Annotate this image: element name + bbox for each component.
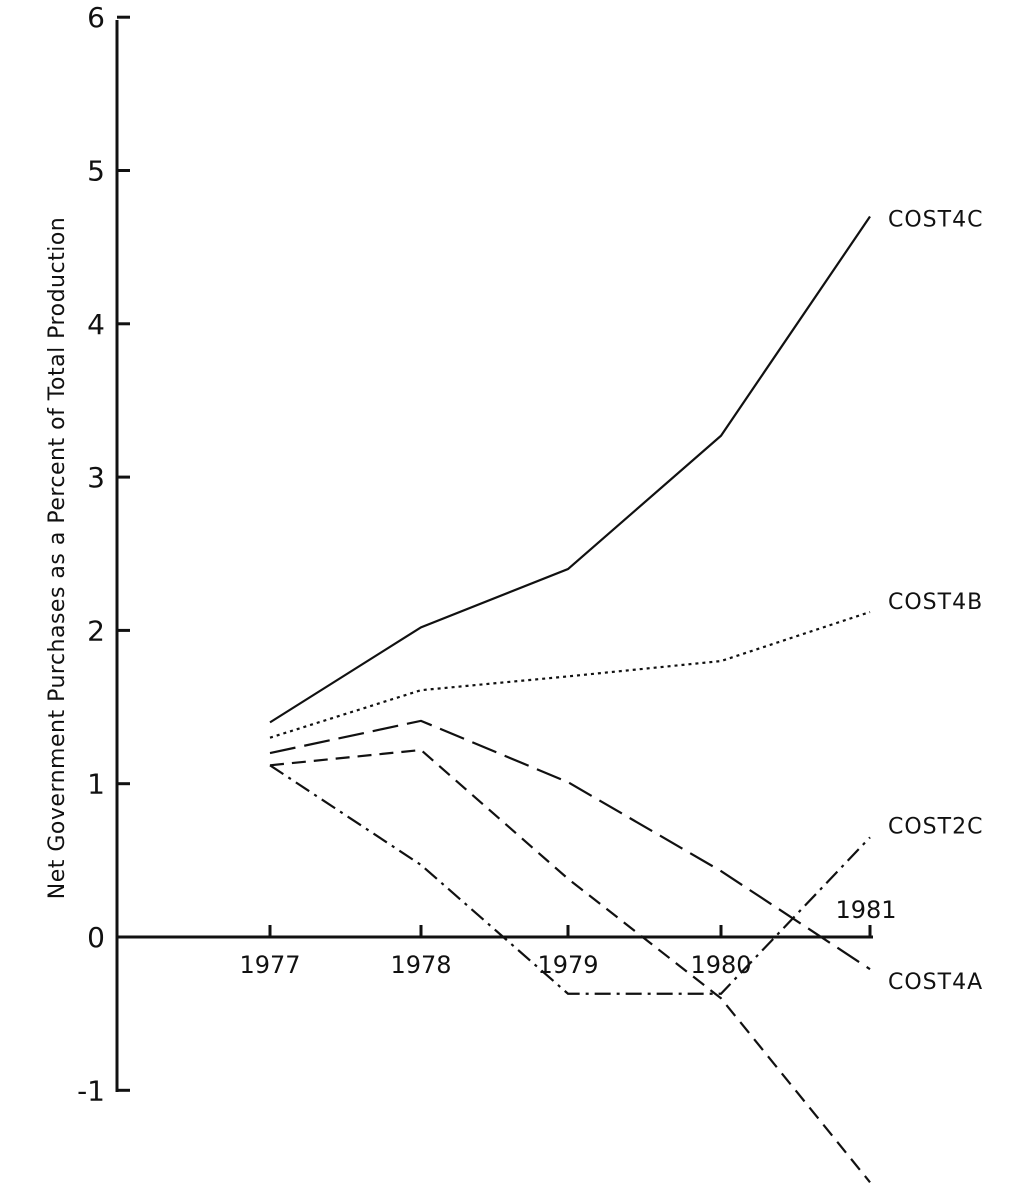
y-tick-label: 6 <box>87 1 105 34</box>
x-axis-ticks: 1977 1978 1979 1980 1981 <box>239 896 896 979</box>
y-tick-label: 1 <box>87 768 105 801</box>
y-axis-ticks: -1 0 1 2 3 4 5 6 <box>77 1 130 1107</box>
y-tick-label: -1 <box>77 1074 105 1107</box>
series-labels: COST4CCOST4BCOST4ACOST4COST2C <box>888 207 983 1184</box>
series-label-cost4b: COST4B <box>888 590 983 615</box>
series-label-cost2c: COST2C <box>888 814 983 839</box>
series-label-cost4c: COST4C <box>888 207 983 232</box>
y-axis-title: Net Government Purchases as a Percent of… <box>45 217 70 899</box>
y-tick-label: 2 <box>87 614 105 647</box>
x-tick-label: 1979 <box>537 951 598 979</box>
x-tick-label: 1981 <box>835 896 896 924</box>
series-line-cost4b <box>269 610 871 739</box>
y-axis-title-group: Net Government Purchases as a Percent of… <box>45 217 70 899</box>
y-tick-label: 4 <box>87 308 105 341</box>
y-tick-label: 3 <box>87 461 105 494</box>
series-lines <box>269 215 871 1183</box>
x-tick-label: 1980 <box>690 951 751 979</box>
series-line-cost4a <box>269 719 871 971</box>
y-tick-label: 5 <box>87 155 105 188</box>
series-label-cost4a: COST4A <box>888 970 983 995</box>
series-line-cost4 <box>269 748 871 1183</box>
x-tick-label: 1978 <box>390 951 451 979</box>
series-line-cost4c <box>269 215 871 724</box>
y-tick-label: 0 <box>87 921 105 954</box>
x-tick-label: 1977 <box>239 951 300 979</box>
